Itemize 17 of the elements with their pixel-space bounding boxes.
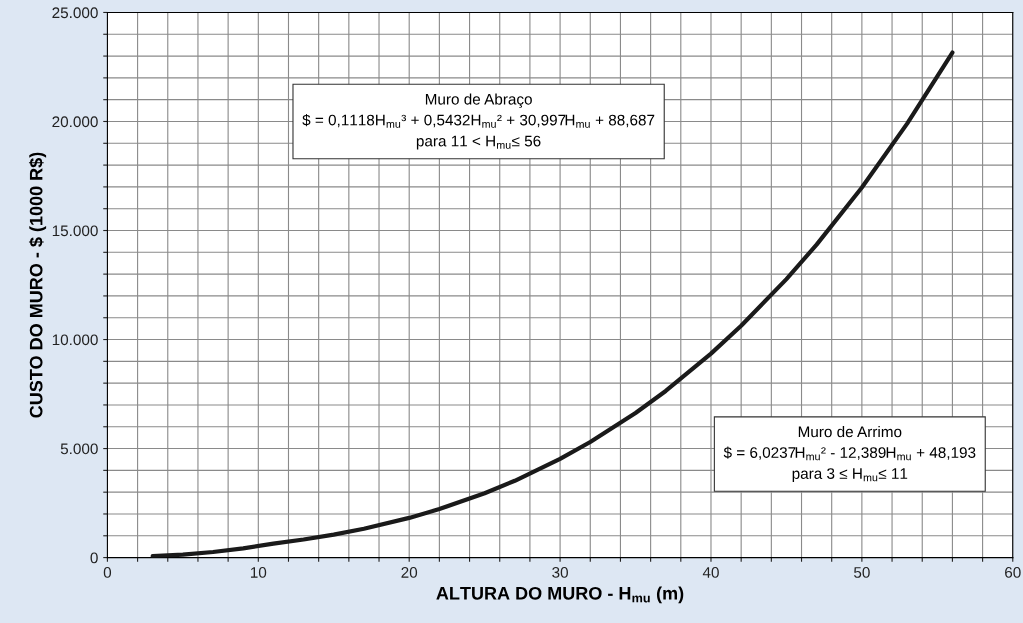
x-tick-label: 60 <box>1005 567 1021 578</box>
x-tick-label: 40 <box>702 567 719 578</box>
y-tick-label: 0 <box>90 552 98 564</box>
x-axis-title: ALTURA DO MURO - H$_{mu}$ (m) <box>436 586 684 604</box>
x-tick-label: 20 <box>401 567 418 578</box>
y-tick-label: 5.000 <box>60 443 98 455</box>
y-tick-label: 15.000 <box>52 225 98 237</box>
x-tick-label: 10 <box>250 567 267 578</box>
x-tick-label: 50 <box>853 567 870 578</box>
text: Muro de Arrimo $ = 6,0237H$_{mu}$² - 12,389H$_{mu}$ + 48,193 para 3 ≤ H$_{mu}$≤ 11 <box>723 425 976 482</box>
text: Muro de Abraço $ = 0,1118H$_{mu}$³ + 0,5432H$_{mu}$² + 30,997H$_{mu}$ + 88,687 para 11 < H$_{mu}$≤ 56 <box>302 93 655 150</box>
y-tick-label: 20.000 <box>52 116 98 128</box>
x-tick-label: 0 <box>103 567 112 578</box>
x-tick-label: 30 <box>552 567 568 578</box>
y-axis-title: CUSTO DO MURO - $ (1000 R$) <box>28 152 47 418</box>
y-tick-label: 25.000 <box>52 7 98 19</box>
y-tick-label: 10.000 <box>52 334 98 346</box>
